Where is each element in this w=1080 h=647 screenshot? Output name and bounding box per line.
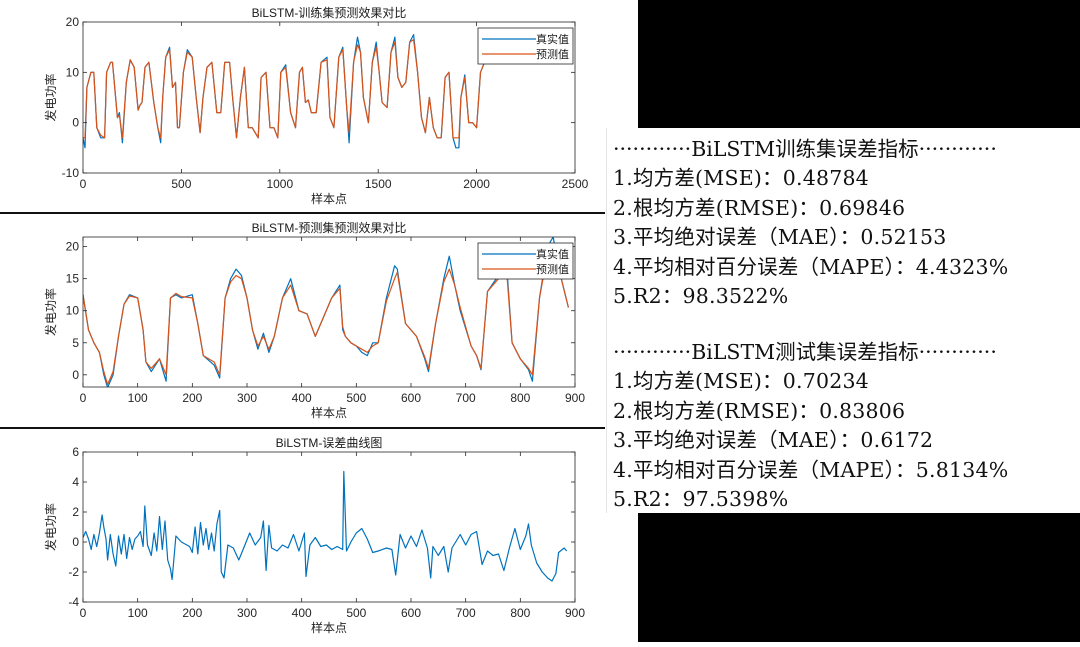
legend-label: 真实值 [536,247,569,261]
y-tick-label: 5 [72,336,79,350]
y-tick-label: -10 [62,166,80,180]
y-axis-label: 发电功率 [43,503,58,551]
x-tick-label: 1500 [365,177,392,191]
black-background-corner [605,0,638,128]
test-metric-r2: 5.R2：97.5398% [613,487,789,511]
x-tick-label: 500 [346,606,366,620]
series-line [83,242,569,385]
panel-divider [0,427,605,429]
test-metric-mape: 4.平均相对百分误差（MAPE）：5.8134% [613,458,1009,482]
x-tick-label: 100 [128,391,148,405]
test-metric-rmse: 2.根均方差(RMSE)：0.83806 [613,399,906,423]
x-tick-label: 200 [182,391,202,405]
legend-label: 预测值 [536,48,569,61]
test-metric-mae: 3.平均绝对误差（MAE）：0.6172 [613,428,934,452]
x-tick-label: 600 [401,606,421,620]
x-tick-label: 500 [171,177,191,191]
y-tick-label: 0 [72,535,79,549]
legend-label: 真实值 [536,32,569,46]
test-metrics-header: ············BiLSTM测试集误差指标············ [613,340,997,364]
x-tick-label: 800 [510,606,530,620]
axes-box [82,451,576,603]
y-tick-label: 20 [66,15,80,29]
train-metric-r2: 5.R2：98.3522% [613,284,789,308]
y-tick-label: 20 [66,240,80,254]
y-tick-label: 10 [66,304,80,318]
chart-title: BiLSTM-预测集预测效果对比 [252,220,407,235]
y-tick-label: 10 [66,65,80,79]
panel-divider [0,212,605,214]
train-chart-panel: BiLSTM-训练集预测效果对比 0 500 1000 1500 2000 2500 -10 0… [0,0,605,212]
axes-box [82,236,576,388]
x-tick-label: 600 [401,391,421,405]
x-tick-label: 800 [510,391,530,405]
y-tick-label: 4 [72,475,79,489]
series-line [83,470,568,582]
x-tick-label: 900 [565,606,585,620]
train-metrics-header: ············BiLSTM训练集误差指标············ [613,137,997,161]
chart-title: BiLSTM-训练集预测效果对比 [252,5,407,20]
error-curve-chart: BiLSTM-误差曲线图 0 100 200 300 400 500 600 700 800 900… [43,436,585,635]
x-axis-label: 样本点 [311,405,347,420]
train-metric-mape: 4.平均相对百分误差（MAPE）：4.4323% [613,255,1009,279]
x-tick-label: 900 [565,391,585,405]
black-background-top [638,0,1080,128]
x-tick-label: 2500 [562,177,589,191]
y-tick-label: 0 [72,116,79,130]
x-axis-label: 样本点 [311,191,347,206]
y-tick-label: -4 [68,595,79,609]
series-line [83,38,489,139]
error-chart-panel: BiLSTM-误差曲线图 0 100 200 300 400 500 600 700 800 900… [0,429,605,642]
y-tick-label: 15 [66,272,80,286]
x-tick-label: 0 [80,606,87,620]
x-tick-label: 500 [346,391,366,405]
test-metric-mse: 1.均方差(MSE)：0.70234 [613,369,869,393]
train-metric-mae: 3.平均绝对误差（MAE）：0.52153 [613,225,947,249]
x-tick-label: 400 [292,391,312,405]
x-tick-label: 2000 [463,177,490,191]
series-line [83,33,489,149]
y-axis-label: 发电功率 [43,288,58,336]
chart-title: BiLSTM-误差曲线图 [276,436,383,450]
x-tick-label: 1000 [266,177,293,191]
axes-box [82,21,576,174]
y-tick-label: 2 [72,505,79,519]
x-tick-label: 700 [456,391,476,405]
x-tick-label: 0 [80,391,87,405]
train-metric-rmse: 2.根均方差(RMSE)：0.69846 [613,196,906,220]
x-tick-label: 400 [292,606,312,620]
test-chart-panel: BiLSTM-预测集预测效果对比 0 100 200 300 400 500 600 700 80… [0,214,605,427]
x-tick-label: 700 [456,606,476,620]
train-metric-mse: 1.均方差(MSE)：0.48784 [613,166,869,190]
x-tick-label: 300 [237,391,257,405]
plot-lines [83,470,568,582]
plot-lines [83,33,489,149]
x-tick-label: 0 [80,177,87,191]
y-tick-label: 6 [72,445,79,459]
y-tick-label: -2 [68,565,79,579]
y-tick-label: 0 [72,368,79,382]
metrics-console: ············BiLSTM训练集误差指标············ 1.… [606,128,1080,513]
plot-lines [83,237,569,387]
x-tick-label: 300 [237,606,257,620]
legend-label: 预测值 [536,263,569,276]
y-axis-label: 发电功率 [43,73,58,121]
x-tick-label: 100 [128,606,148,620]
x-tick-label: 200 [182,606,202,620]
black-background-bottom [638,513,1080,642]
x-axis-label: 样本点 [311,620,347,635]
